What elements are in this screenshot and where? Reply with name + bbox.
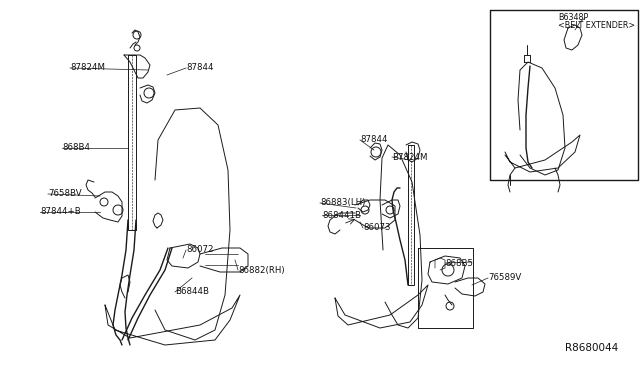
Text: 76589V: 76589V — [488, 273, 521, 282]
Text: 87844+B: 87844+B — [40, 208, 81, 217]
Text: 86072: 86072 — [186, 246, 214, 254]
Text: 86073: 86073 — [363, 224, 390, 232]
Text: 87844: 87844 — [186, 64, 214, 73]
Text: 868B5: 868B5 — [445, 259, 473, 267]
Text: R8680044: R8680044 — [565, 343, 618, 353]
Text: 86883(LH): 86883(LH) — [320, 199, 365, 208]
Text: B6844B: B6844B — [175, 288, 209, 296]
Text: B7824M: B7824M — [392, 153, 428, 161]
Text: B6348P: B6348P — [558, 13, 588, 22]
Text: <BELT EXTENDER>: <BELT EXTENDER> — [558, 22, 635, 31]
Text: 87824M: 87824M — [70, 64, 105, 73]
Text: 868B4: 868B4 — [62, 144, 90, 153]
Text: 87844: 87844 — [360, 135, 387, 144]
Text: 7658BV: 7658BV — [48, 189, 82, 199]
Text: 868441B: 868441B — [322, 211, 361, 219]
Text: 86882(RH): 86882(RH) — [238, 266, 285, 275]
